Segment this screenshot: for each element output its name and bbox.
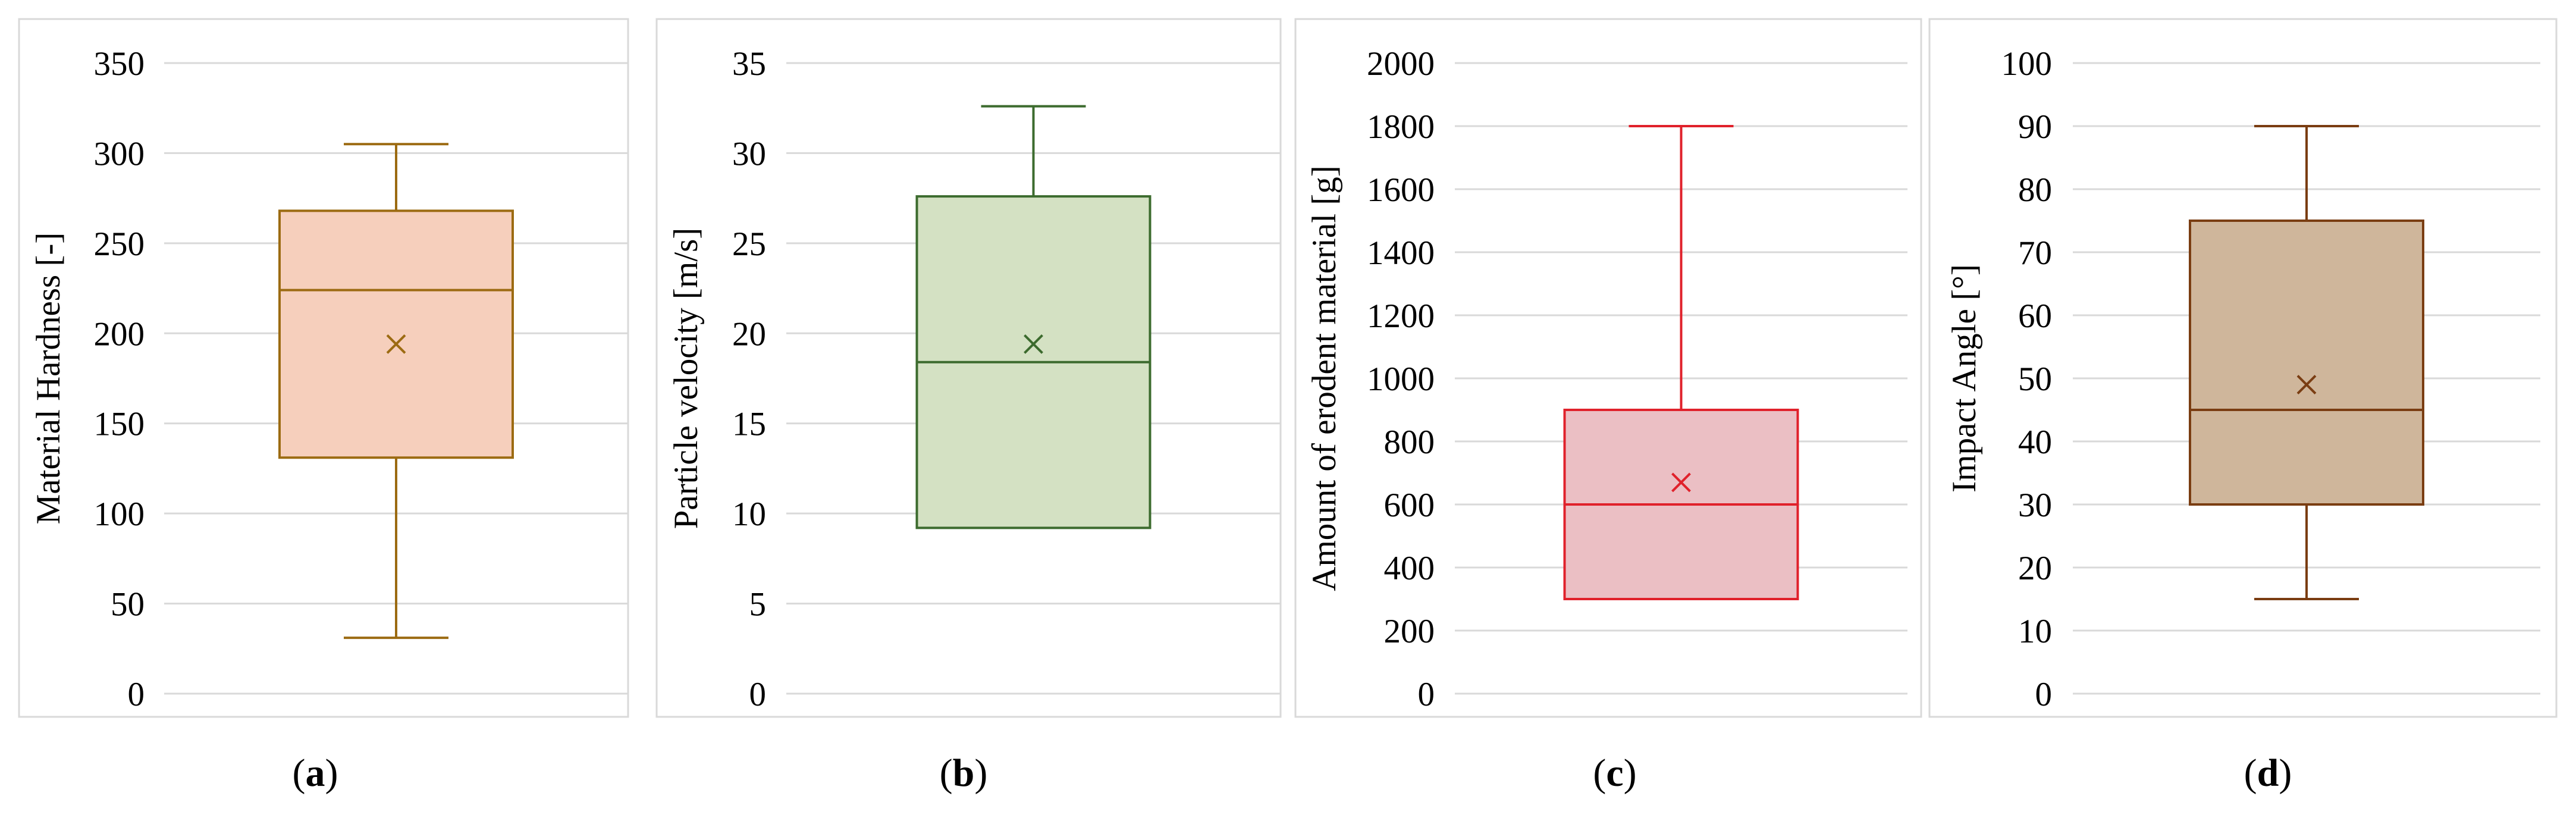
- mean-marker-c: [1671, 472, 1691, 493]
- y-tick-label-c-200: 200: [1384, 613, 1435, 650]
- y-tick-label-b-35: 35: [732, 45, 766, 83]
- y-tick-label-d-100: 100: [2001, 45, 2053, 83]
- panel-frame-a: [18, 18, 629, 718]
- caption-d: (d): [2244, 751, 2292, 795]
- y-tick-label-d-50: 50: [2018, 361, 2052, 398]
- caption-a-letter: a: [305, 751, 325, 795]
- y-tick-label-a-0: 0: [128, 676, 145, 713]
- y-tick-label-c-1600: 1600: [1367, 171, 1435, 209]
- y-tick-label-a-50: 50: [111, 586, 145, 623]
- y-tick-label-d-60: 60: [2018, 297, 2052, 335]
- y-tick-label-d-0: 0: [2035, 676, 2053, 713]
- y-tick-label-b-30: 30: [732, 135, 766, 173]
- y-tick-label-b-10: 10: [732, 496, 766, 533]
- y-tick-label-b-15: 15: [732, 406, 766, 443]
- mean-marker-b: [1024, 334, 1043, 354]
- y-tick-label-b-5: 5: [749, 586, 767, 623]
- mean-marker-d: [2296, 375, 2317, 395]
- y-tick-label-c-1800: 1800: [1367, 108, 1435, 146]
- y-tick-label-c-1200: 1200: [1367, 297, 1435, 335]
- y-tick-label-b-0: 0: [749, 676, 767, 713]
- y-tick-label-a-350: 350: [94, 45, 145, 83]
- y-tick-label-b-20: 20: [732, 315, 766, 353]
- caption-c: (c): [1593, 751, 1637, 795]
- y-tick-label-c-2000: 2000: [1367, 45, 1435, 83]
- caption-a: (a): [292, 751, 338, 795]
- caption-c-letter: c: [1606, 751, 1624, 795]
- y-tick-label-a-100: 100: [94, 496, 145, 533]
- caption-b-letter: b: [952, 751, 975, 795]
- iqr-box-a: [278, 209, 514, 459]
- mean-marker-a: [386, 334, 406, 354]
- y-tick-label-d-70: 70: [2018, 234, 2052, 272]
- caption-b: (b): [939, 751, 988, 795]
- panel-frame-c: [1294, 18, 1922, 718]
- y-tick-label-a-250: 250: [94, 225, 145, 263]
- y-tick-label-c-400: 400: [1384, 550, 1435, 587]
- y-axis-title-b: Particle velocity [m/s]: [667, 228, 705, 529]
- y-tick-label-d-30: 30: [2018, 487, 2052, 524]
- panel-frame-b: [655, 18, 1282, 718]
- y-tick-label-c-800: 800: [1384, 424, 1435, 461]
- y-tick-label-d-90: 90: [2018, 108, 2052, 146]
- y-axis-title-c: Amount of erodent material [g]: [1306, 165, 1343, 591]
- y-axis-title-a: Material Hardness [-]: [30, 233, 67, 525]
- y-tick-label-d-80: 80: [2018, 171, 2052, 209]
- y-tick-label-a-200: 200: [94, 315, 145, 353]
- caption-d-letter: d: [2257, 751, 2279, 795]
- y-tick-label-b-25: 25: [732, 225, 766, 263]
- y-tick-label-a-150: 150: [94, 406, 145, 443]
- iqr-box-d: [2189, 220, 2424, 506]
- y-tick-label-c-0: 0: [1418, 676, 1435, 713]
- y-tick-label-c-600: 600: [1384, 487, 1435, 524]
- y-tick-label-d-20: 20: [2018, 550, 2052, 587]
- panel-frame-d: [1928, 18, 2558, 718]
- y-tick-label-a-300: 300: [94, 135, 145, 173]
- y-axis-title-d: Impact Angle [°]: [1946, 264, 1983, 493]
- y-tick-label-d-40: 40: [2018, 424, 2052, 461]
- y-tick-label-d-10: 10: [2018, 613, 2052, 650]
- y-tick-label-c-1000: 1000: [1367, 361, 1435, 398]
- y-tick-label-c-1400: 1400: [1367, 234, 1435, 272]
